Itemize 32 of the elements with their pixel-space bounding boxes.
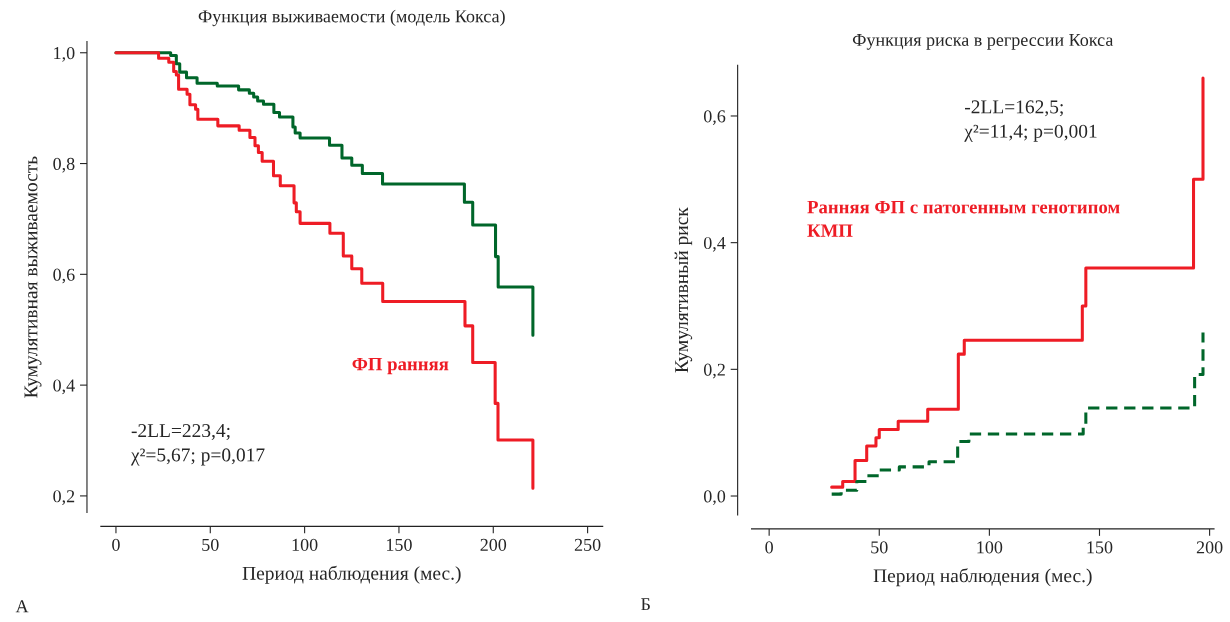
y-tick-label: 0,6 [53, 268, 75, 284]
y-tick-label: 0,2 [53, 490, 75, 505]
annotation: -2LL=162,5; χ²=11,4; p=0,001 [964, 100, 1097, 142]
x-tick-label: 0 [112, 538, 120, 551]
x-axis-title: Период наблюдения (мес.) [873, 568, 1092, 587]
x-tick-label: 100 [977, 541, 1003, 554]
x-tick-label: 100 [292, 538, 318, 551]
y-tick-label: 0,4 [703, 236, 726, 252]
annotation: -2LL=223,4; χ²=5,67; p=0,017 [130, 424, 265, 466]
y-tick-label: 0,2 [703, 363, 725, 379]
x-tick-label: 150 [1087, 541, 1113, 554]
series-label: ФП ранняя [352, 357, 449, 375]
x-tick-label: 200 [1196, 541, 1223, 554]
x-axis-title: Период наблюдения (мес.) [242, 565, 461, 584]
x-tick-label: 150 [386, 538, 412, 551]
y-tick-label: 0,0 [703, 490, 726, 506]
series-label: Ранняя ФП с патогенным генотипом КМП [807, 200, 1120, 237]
y-axis-title: Кумулятивная выживаемость [24, 156, 42, 398]
y-tick-label: 1,0 [54, 47, 75, 62]
y-tick-label: 0,8 [53, 157, 75, 173]
y-axis-title: Кумулятивный риск [674, 207, 693, 373]
x-tick-label: 50 [202, 538, 219, 551]
text: Б [641, 598, 650, 611]
y-tick-label: 0,4 [53, 379, 75, 395]
y-tick-label: 0,6 [703, 110, 726, 126]
x-tick-label: 50 [871, 541, 888, 554]
x-tick-label: 0 [765, 541, 773, 554]
chart-title: Функция риска в регрессии Кокса [852, 34, 1114, 50]
x-tick-label: 200 [480, 538, 507, 551]
x-tick-label: 250 [574, 538, 601, 551]
text: А [15, 600, 29, 613]
chart-title: Функция выживаемости (модель Кокса) [198, 9, 505, 27]
